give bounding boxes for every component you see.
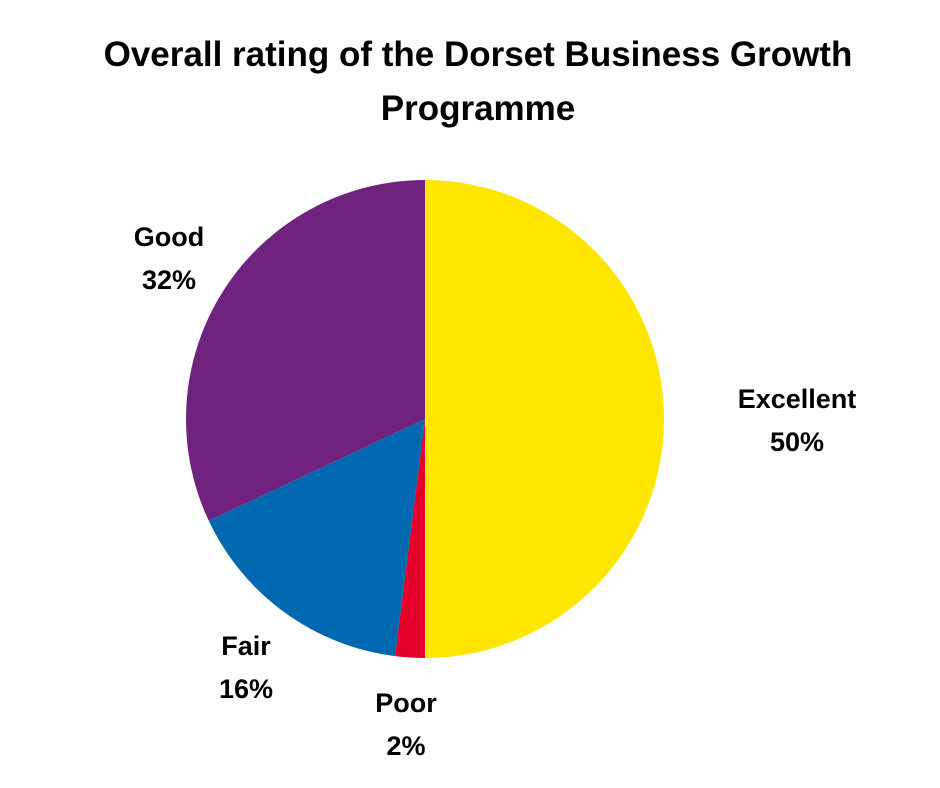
pie-slice-excellent (425, 180, 664, 658)
slice-value-good: 32% (142, 265, 196, 295)
slice-label-good: Good (134, 222, 204, 252)
chart-title: Overall rating of the Dorset Business Gr… (103, 35, 853, 128)
slice-label-poor: Poor (375, 688, 437, 718)
pie-slice-good (186, 180, 425, 521)
slice-value-excellent: 50% (770, 427, 824, 457)
slice-labels: Excellent 50% Poor 2% Fair 16% Good 32% (134, 222, 857, 761)
slice-value-fair: 16% (219, 674, 273, 704)
slice-value-poor: 2% (386, 731, 425, 761)
slice-label-fair: Fair (221, 631, 271, 661)
pie-slice-fair (208, 419, 425, 657)
pie-slice-poor (395, 419, 425, 658)
pie-slices (186, 180, 664, 658)
slice-label-excellent: Excellent (738, 384, 857, 414)
